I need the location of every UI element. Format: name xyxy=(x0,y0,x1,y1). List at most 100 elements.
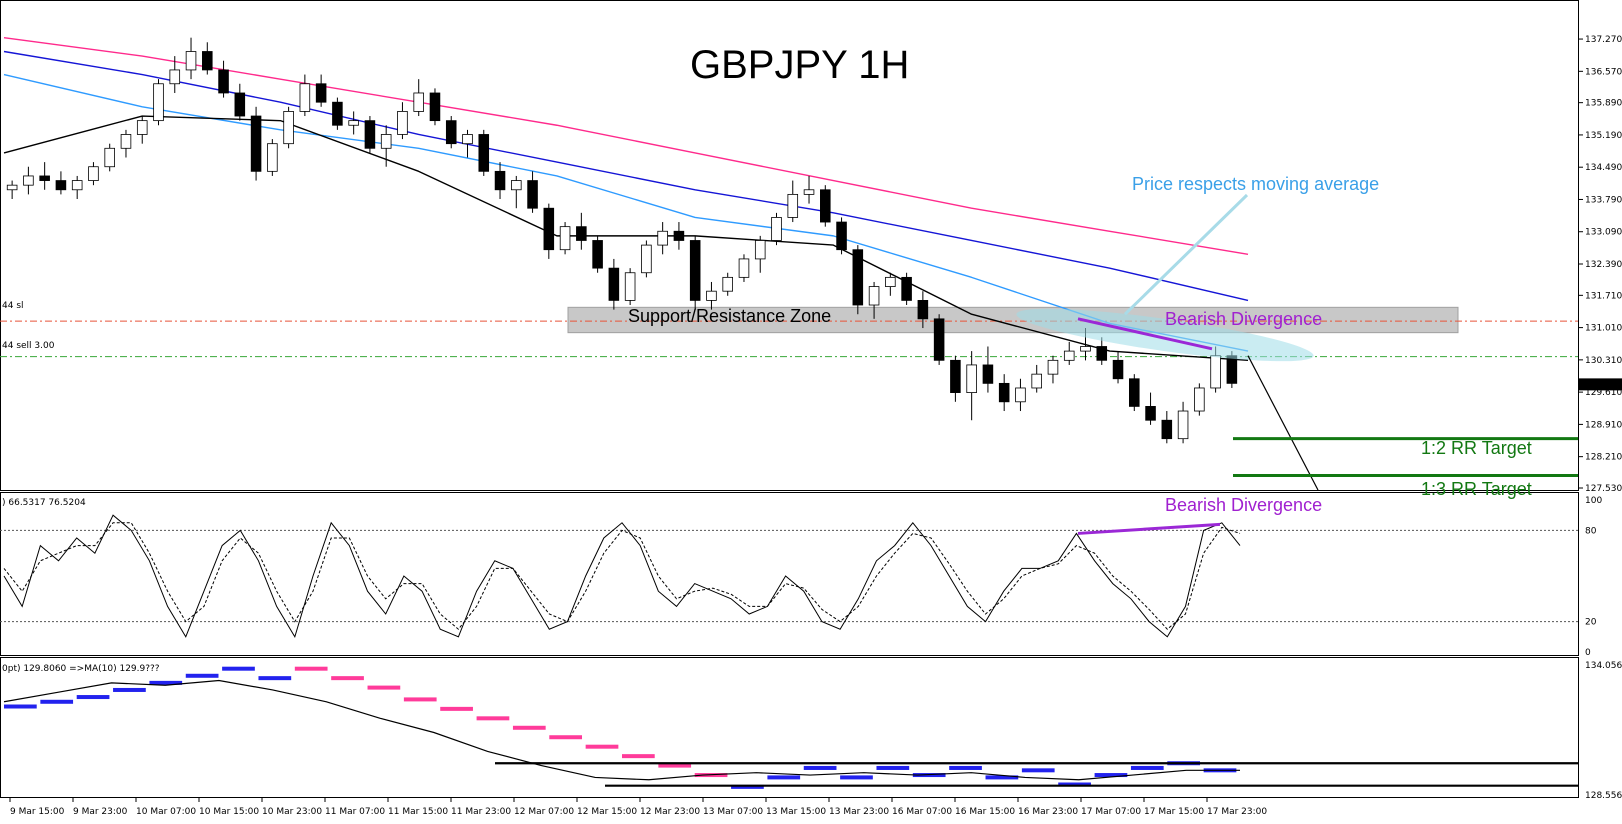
price-panel xyxy=(0,36,1578,491)
time-axis-label: 13 Mar 23:00 xyxy=(829,807,889,817)
renko-brick xyxy=(403,697,437,702)
time-axis-label: 11 Mar 23:00 xyxy=(451,807,511,817)
renko-brick xyxy=(549,735,583,740)
candle-body xyxy=(6,184,18,191)
candle-body xyxy=(852,249,864,306)
time-axis-label: 16 Mar 07:00 xyxy=(892,807,952,817)
time-axis: 9 Mar 15:00 9 Mar 23:00 10 Mar 07:00 10 Mar… xyxy=(9,797,1267,817)
time-axis-label: 17 Mar 07:00 xyxy=(1081,807,1141,817)
candle-body xyxy=(250,115,262,172)
candle-body xyxy=(1080,346,1091,352)
price-axis-label: 132.390 xyxy=(1585,260,1622,270)
candle-body xyxy=(218,69,229,94)
price-axis-label: 128.210 xyxy=(1585,453,1622,463)
candle-body xyxy=(267,143,278,172)
candle-body xyxy=(576,226,587,241)
stochastic-main-line xyxy=(3,514,1241,639)
price-panel-frame xyxy=(0,0,1579,491)
renko-brick xyxy=(803,765,837,770)
candle-body xyxy=(543,207,555,251)
renko-brick xyxy=(840,775,873,780)
time-axis-label: 17 Mar 15:00 xyxy=(1144,807,1204,817)
candle-body xyxy=(153,83,164,122)
time-axis-label: 17 Mar 23:00 xyxy=(1207,807,1267,817)
candle-body xyxy=(71,180,83,191)
renko-brick xyxy=(222,666,255,671)
renko-brick xyxy=(1130,765,1164,770)
renko-brick xyxy=(440,706,473,711)
support-resistance-zone xyxy=(567,306,1459,334)
candle-body xyxy=(104,147,115,168)
stochastic-axis-label: 0 xyxy=(1585,648,1591,658)
candle-body xyxy=(299,83,311,112)
renko-brick xyxy=(1021,768,1055,773)
stochastic-panel xyxy=(0,514,1578,639)
renko-brick xyxy=(1058,782,1091,787)
candle-body xyxy=(39,175,50,181)
stochastic-axis-label: 100 xyxy=(1585,496,1602,506)
price-axis-label: 136.570 xyxy=(1585,67,1622,77)
candle-body xyxy=(901,276,912,301)
candle-body xyxy=(120,134,132,149)
candle-body xyxy=(315,83,327,103)
stochastic-axis-label: 20 xyxy=(1585,618,1597,628)
ma-pointer-line xyxy=(1123,193,1249,316)
renko-panel xyxy=(3,666,1578,789)
price-axis-label: 128.910 xyxy=(1585,420,1622,430)
candle-body xyxy=(136,120,148,135)
price-axis-label: 131.710 xyxy=(1585,291,1622,301)
candle-body xyxy=(1145,406,1156,421)
renko-brick xyxy=(40,699,74,704)
candle-body xyxy=(1226,355,1238,384)
stochastic-header: ) 66.5317 76.5204 xyxy=(2,498,86,508)
time-axis-label: 10 Mar 15:00 xyxy=(199,807,259,817)
candle-body xyxy=(950,359,961,393)
divergence-line-stochastic xyxy=(1077,522,1221,535)
candle-body xyxy=(202,51,213,71)
candle-body xyxy=(1063,350,1075,361)
time-axis-label: 12 Mar 07:00 xyxy=(514,807,574,817)
renko-brick xyxy=(185,673,219,678)
time-axis-label: 9 Mar 15:00 xyxy=(10,807,65,817)
candle-body xyxy=(1112,359,1124,380)
renko-header: 0pt) 129.8060 =>MA(10) 129.9??? xyxy=(2,664,160,674)
time-axis-label: 10 Mar 23:00 xyxy=(262,807,322,817)
candle-body xyxy=(1194,387,1205,412)
candle-body xyxy=(624,272,636,301)
time-axis-label: 11 Mar 15:00 xyxy=(388,807,448,817)
stochastic-panel-frame xyxy=(0,492,1579,656)
renko-brick xyxy=(113,687,146,692)
candle-body xyxy=(1015,387,1026,403)
candle-body xyxy=(494,170,506,191)
price-axis: 137.270 136.570 135.890 135.190 134.490 133.7… xyxy=(1578,35,1622,801)
candle-body xyxy=(608,267,620,301)
renko-brick xyxy=(258,676,292,681)
renko-brick xyxy=(658,763,692,768)
renko-brick xyxy=(367,685,401,690)
price-axis-label: 130.310 xyxy=(1585,356,1622,366)
annotation-bearish-divergence-price: Bearish Divergence xyxy=(1165,309,1322,329)
target-label-1-2: 1:2 RR Target xyxy=(1421,438,1532,458)
candle-body xyxy=(511,180,522,191)
price-axis-label: 129.610 xyxy=(1585,388,1622,398)
candle-body xyxy=(738,258,750,278)
annotation-bearish-divergence-stoch: Bearish Divergence xyxy=(1165,495,1322,515)
stochastic-signal-line xyxy=(3,522,1241,630)
price-axis-label: 137.270 xyxy=(1585,35,1622,45)
candle-body xyxy=(706,290,717,301)
candle-body xyxy=(933,318,945,361)
renko-brick xyxy=(331,676,364,681)
candle-body xyxy=(917,300,929,320)
renko-brick xyxy=(985,775,1019,780)
renko-brick xyxy=(294,666,328,671)
time-axis-label: 9 Mar 23:00 xyxy=(73,807,128,817)
candle-body xyxy=(283,111,294,145)
current-price-tag xyxy=(1579,378,1622,391)
candle-body xyxy=(462,134,473,145)
candle-body xyxy=(803,189,815,195)
current-price-label: 129.778 xyxy=(1582,380,1619,390)
candle-body xyxy=(429,92,441,122)
renko-panel-frame xyxy=(0,657,1579,798)
price-axis-label: 131.010 xyxy=(1585,324,1622,334)
